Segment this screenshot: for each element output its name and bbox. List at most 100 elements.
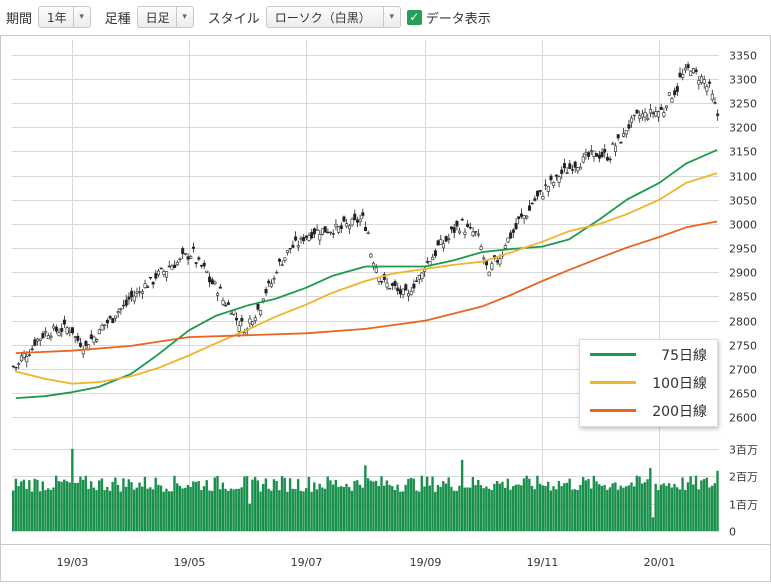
volume-bar xyxy=(310,491,313,531)
ashu-select[interactable]: 日足 ▾ xyxy=(136,6,194,28)
volume-bar xyxy=(482,488,485,531)
candle-body xyxy=(312,228,316,235)
candle-body xyxy=(425,261,429,263)
candle-body xyxy=(503,245,507,249)
volume-bar xyxy=(460,459,464,531)
volume-bar xyxy=(294,489,297,531)
candle-body xyxy=(175,261,179,266)
volume-bar xyxy=(595,481,598,531)
volume-bar xyxy=(210,490,214,531)
show-data-checkbox[interactable]: ✓ xyxy=(406,9,422,25)
ma200-line xyxy=(15,220,718,354)
candle-body xyxy=(25,356,29,363)
volume-bar xyxy=(692,484,695,531)
candle-body xyxy=(151,281,155,285)
candle-body xyxy=(554,174,558,177)
volume-bar xyxy=(659,484,663,531)
style-select[interactable]: ローソク（白黒） ▾ xyxy=(265,6,401,28)
candle-body xyxy=(162,271,166,275)
volume-bar xyxy=(455,490,458,531)
legend-label-ma75: 75日線 xyxy=(661,348,707,364)
volume-bar xyxy=(337,486,340,531)
candle-body xyxy=(412,283,416,289)
volume-bar xyxy=(73,482,77,531)
period-select[interactable]: 1年 ▾ xyxy=(38,6,91,28)
volume-bar xyxy=(667,483,671,531)
candle-body xyxy=(70,327,74,334)
axis-labels: 3350 3300 3250 3200 3150 3100 3050 3000 2950 2900… xyxy=(57,50,758,570)
candle-body xyxy=(216,293,220,296)
volume-bar xyxy=(469,487,472,531)
candle-body xyxy=(565,172,569,174)
volume-bar xyxy=(46,488,50,531)
show-data-label[interactable]: データ表示 xyxy=(425,11,491,27)
volume-bar xyxy=(530,485,534,531)
volume-bar xyxy=(186,485,190,531)
candle-body xyxy=(420,272,424,279)
candle-body xyxy=(130,290,134,298)
candle-body xyxy=(54,326,58,332)
volume-bar xyxy=(673,483,676,531)
candle-body xyxy=(619,141,623,144)
volume-bar xyxy=(557,480,561,531)
volume-bar xyxy=(267,488,270,531)
period-label: 期間 xyxy=(6,11,33,27)
volume-bar xyxy=(318,483,321,531)
candle-body xyxy=(458,230,462,234)
volume-bar xyxy=(36,479,39,531)
volume-bar xyxy=(76,482,79,531)
volume-bar xyxy=(509,489,512,531)
candle-body xyxy=(468,227,472,229)
candle-body xyxy=(587,152,591,157)
volume-bar xyxy=(439,486,442,531)
candle-body xyxy=(224,304,228,307)
volume-bar xyxy=(662,483,665,531)
price-tick-label: 3000 xyxy=(729,219,757,232)
chevron-down-icon: ▾ xyxy=(175,7,193,27)
candle-body xyxy=(390,283,394,286)
price-tick-label: 3200 xyxy=(729,122,757,135)
volume-bar xyxy=(167,491,171,531)
volume-bar xyxy=(227,490,230,531)
volume-bar xyxy=(17,486,20,531)
candle-body xyxy=(299,237,303,240)
volume-bar xyxy=(415,490,418,531)
candle-body xyxy=(401,288,405,296)
candle-body xyxy=(269,283,273,287)
volume-bar xyxy=(20,481,23,531)
volume-bar xyxy=(14,478,18,531)
candle-body xyxy=(549,175,553,181)
candle-body xyxy=(296,245,300,248)
volume-bar xyxy=(431,476,434,531)
volume-bar xyxy=(447,477,450,531)
candle-body xyxy=(646,117,650,120)
volume-bar xyxy=(95,490,98,531)
candle-body xyxy=(100,324,104,331)
candle-body xyxy=(213,281,217,285)
volume-bar xyxy=(138,482,141,531)
volume-bar xyxy=(232,489,235,531)
volume-bar xyxy=(235,488,238,531)
candle-body xyxy=(517,216,521,220)
candle-body xyxy=(331,233,335,235)
candle-body xyxy=(643,112,647,118)
volume-bar xyxy=(278,490,281,531)
volume-bar xyxy=(92,487,96,531)
candle-body xyxy=(495,260,499,263)
candle-body xyxy=(366,232,370,234)
candle-body xyxy=(361,212,365,216)
volume-bar xyxy=(697,489,700,531)
candle-body xyxy=(616,134,620,139)
legend-item-ma200: 200日線 xyxy=(580,400,717,420)
candle-body xyxy=(280,264,284,266)
volume-bar xyxy=(493,483,496,531)
candle-body xyxy=(89,334,93,339)
volume-bar xyxy=(213,477,217,531)
candle-body xyxy=(576,167,580,172)
candle-body xyxy=(165,271,169,278)
volume-bar xyxy=(288,478,292,531)
volume-bar xyxy=(248,503,251,531)
candle-body xyxy=(657,111,661,118)
volume-bar xyxy=(331,484,335,531)
x-tick-label: 19/07 xyxy=(291,556,323,569)
